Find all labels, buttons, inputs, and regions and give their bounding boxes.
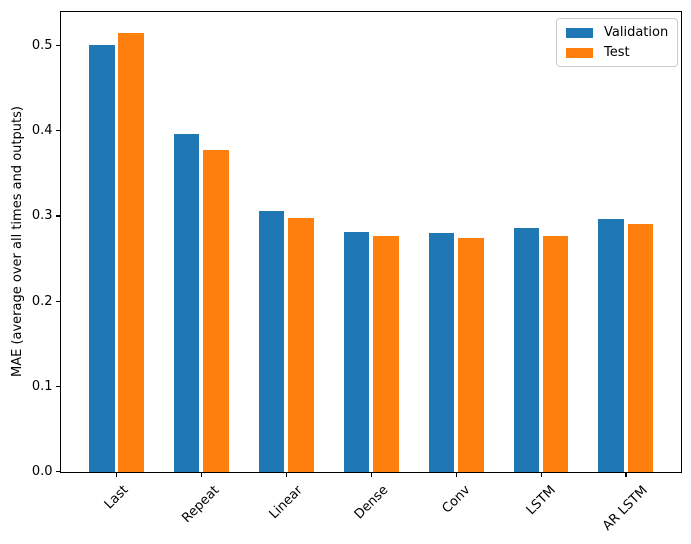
y-tick-label-0.1: 0.1 — [31, 378, 53, 394]
x-tick-mark-last — [116, 472, 118, 477]
x-tick-label-lstm: LSTM — [523, 483, 559, 519]
bar-test-linear — [288, 217, 314, 472]
bar-test-conv — [458, 238, 484, 472]
y-tick-label-0.3: 0.3 — [31, 208, 53, 224]
legend-item-validation: Validation — [566, 25, 668, 40]
y-axis-label: MAE (average over all times and outputs) — [10, 106, 25, 377]
bar-validation-ar-lstm — [598, 218, 624, 472]
bar-validation-last — [89, 44, 115, 472]
y-tick-label-0.5: 0.5 — [31, 38, 53, 54]
legend-swatch-validation — [566, 27, 593, 38]
y-tick-mark-0.2 — [55, 300, 60, 302]
x-tick-label-ar-lstm: AR LSTM — [600, 483, 652, 534]
x-tick-mark-linear — [285, 472, 287, 477]
bar-validation-dense — [343, 232, 370, 472]
x-tick-label-last: Last — [101, 482, 132, 513]
legend-item-test: Test — [566, 45, 668, 60]
y-tick-mark-0.0 — [55, 470, 60, 473]
bar-validation-lstm — [513, 227, 540, 472]
bar-test-ar-lstm — [627, 223, 654, 472]
x-tick-mark-lstm — [540, 472, 542, 477]
x-tick-mark-repeat — [200, 472, 203, 477]
bar-validation-linear — [258, 210, 285, 472]
bar-test-dense — [373, 236, 399, 472]
y-tick-label-0.0: 0.0 — [31, 464, 53, 479]
legend-label-test: Test — [604, 45, 630, 60]
y-tick-mark-0.5 — [55, 44, 60, 47]
bar-test-last — [118, 32, 144, 472]
y-tick-mark-0.1 — [55, 385, 60, 387]
bar-test-repeat — [203, 150, 229, 472]
y-tick-mark-0.3 — [55, 215, 60, 217]
legend: Validation Test — [556, 18, 679, 67]
x-tick-mark-dense — [370, 472, 372, 477]
x-tick-label-dense: Dense — [351, 482, 392, 523]
bar-test-lstm — [542, 236, 569, 472]
x-tick-label-linear: Linear — [266, 482, 307, 523]
x-tick-label-conv: Conv — [439, 483, 474, 517]
legend-label-validation: Validation — [604, 25, 669, 40]
bar-validation-conv — [428, 233, 455, 472]
y-tick-mark-0.4 — [55, 130, 60, 132]
plot-area — [59, 10, 682, 473]
legend-swatch-test — [566, 47, 593, 58]
x-tick-mark-conv — [455, 472, 457, 477]
bar-validation-repeat — [173, 134, 200, 472]
y-tick-label-0.4: 0.4 — [31, 123, 53, 139]
x-tick-label-repeat: Repeat — [179, 483, 223, 527]
x-tick-mark-ar-lstm — [625, 472, 627, 477]
y-tick-label-0.2: 0.2 — [31, 293, 53, 309]
